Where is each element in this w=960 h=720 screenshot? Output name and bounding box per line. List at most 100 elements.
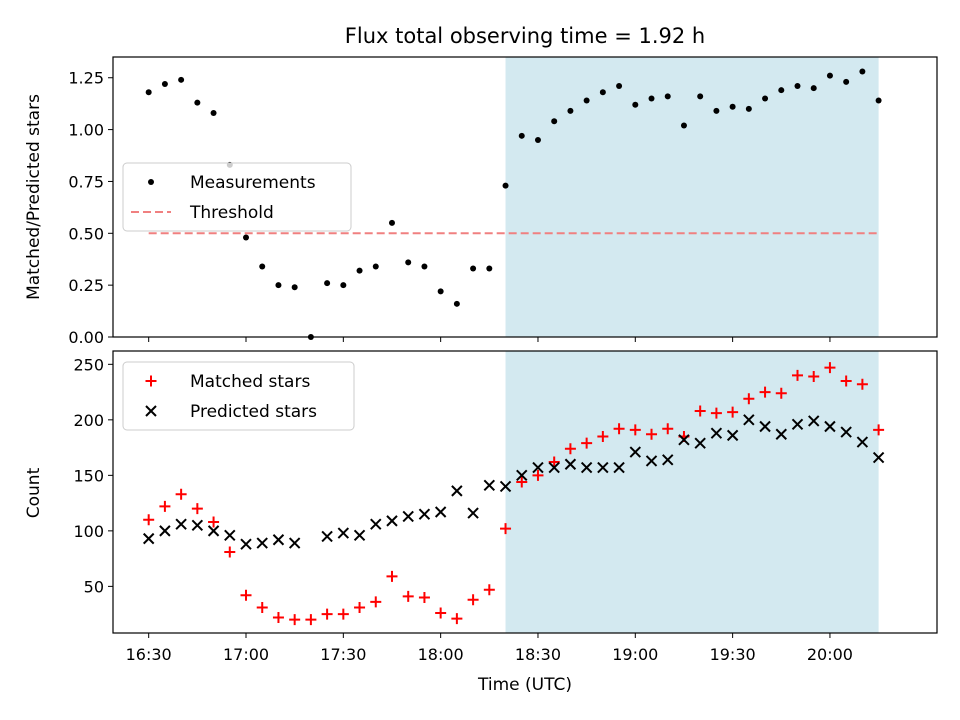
measurement-point: [794, 83, 801, 90]
predicted-star-marker: [808, 415, 820, 427]
matched-star-marker: [435, 607, 447, 619]
measurement-point: [405, 259, 412, 266]
measurement-point: [697, 93, 704, 100]
predicted-star-marker: [434, 506, 447, 518]
predicted-star-marker: [386, 515, 398, 527]
top-y-tick-label: 1.25: [68, 69, 104, 88]
measurement-point: [664, 93, 671, 100]
measurement-point: [178, 76, 185, 83]
measurement-point: [567, 107, 574, 114]
predicted-star-marker: [824, 420, 836, 433]
top-y-tick-label: 1.00: [68, 121, 104, 140]
legend-label: Matched stars: [190, 372, 310, 392]
predicted-star-marker: [288, 537, 301, 549]
top-panel: 0.00 0.25 0.50 0.75 1.00 1.25 Measurements Thre…: [68, 56, 938, 347]
x-tick-label: 18:00: [418, 645, 464, 664]
matched-star-marker: [856, 378, 868, 390]
legend-label: Measurements: [190, 173, 316, 193]
legend-label: Predicted stars: [190, 402, 317, 422]
predicted-star-marker: [207, 525, 220, 537]
matched-star-marker: [483, 584, 495, 596]
matched-star-marker: [710, 407, 722, 419]
predicted-star-marker: [775, 428, 787, 440]
x-tick-label: 16:30: [126, 645, 172, 664]
matched-star-marker: [548, 456, 560, 468]
predicted-star-marker: [272, 534, 285, 546]
measurement-point: [259, 263, 266, 270]
measurement-point: [194, 99, 201, 106]
measurement-point: [275, 282, 282, 289]
measurement-point: [762, 95, 769, 102]
matched-star-marker: [305, 614, 317, 626]
measurement-point: [453, 300, 460, 307]
matched-star-marker: [321, 608, 333, 620]
predicted-star-marker: [321, 530, 333, 543]
matched-star-marker: [386, 570, 398, 582]
predicted-star-marker: [142, 532, 155, 545]
top-chart-title: Flux total observing time = 1.92 h: [345, 24, 705, 48]
matched-star-marker: [532, 469, 544, 481]
bottom-legend: Matched stars Predicted stars: [122, 361, 355, 431]
matched-star-marker: [467, 594, 479, 606]
predicted-star-marker: [467, 507, 479, 519]
predicted-star-marker: [370, 518, 382, 530]
predicted-star-marker: [629, 446, 642, 458]
predicted-star-marker: [256, 537, 268, 549]
predicted-star-marker: [240, 538, 252, 550]
measurement-point: [826, 72, 833, 79]
matched-star-marker: [662, 423, 674, 435]
predicted-star-marker: [483, 479, 496, 492]
matched-star-marker: [191, 503, 203, 515]
measurement-point: [145, 89, 152, 96]
measurement-point: [534, 136, 541, 143]
measurement-point: [680, 122, 687, 129]
predicted-star-marker: [191, 519, 204, 532]
x-tick-label: 20:00: [807, 645, 853, 664]
predicted-star-marker: [743, 414, 755, 426]
predicted-star-marker: [532, 461, 544, 474]
matched-star-marker: [240, 589, 252, 601]
bottom-y-tick-label: 100: [73, 522, 104, 541]
measurement-point: [551, 118, 558, 125]
top-y-axis-label: Matched/Predicted stars: [24, 94, 44, 300]
predicted-star-marker: [516, 469, 528, 482]
predicted-star-marker: [710, 427, 723, 439]
measurement-point: [729, 103, 736, 110]
predicted-star-marker: [224, 529, 236, 542]
predicted-star-marker: [645, 455, 658, 467]
matched-star-marker: [629, 424, 641, 436]
bottom-y-axis-label: Count: [24, 467, 44, 518]
top-legend: Measurements Threshold: [122, 162, 352, 232]
measurement-point: [388, 219, 395, 226]
predicted-star-marker: [613, 461, 625, 474]
measurement-point: [340, 282, 347, 289]
top-y-tick-label: 0.50: [68, 224, 104, 243]
predicted-star-marker: [337, 527, 350, 539]
bottom-axes-frame: [112, 350, 938, 634]
predicted-star-marker: [499, 480, 512, 493]
matched-star-marker: [792, 369, 804, 381]
legend-marker: [145, 375, 157, 387]
bottom-shaded-interval: [505, 351, 879, 633]
x-tick-label: 17:30: [320, 645, 366, 664]
matched-star-marker: [418, 591, 430, 603]
measurement-point: [583, 97, 590, 104]
measurement-point: [324, 280, 331, 287]
predicted-star-marker: [175, 518, 187, 530]
matched-star-marker: [824, 362, 836, 374]
measurement-point: [486, 265, 493, 272]
matched-star-marker: [597, 430, 609, 442]
predicted-star-marker: [856, 436, 869, 448]
top-shaded-interval: [505, 57, 879, 337]
measurement-point: [502, 182, 509, 189]
measurement-point: [810, 85, 817, 92]
x-tick-label: 19:00: [612, 645, 658, 664]
measurement-point: [210, 110, 217, 116]
predicted-star-marker: [353, 529, 366, 542]
matched-star-marker: [143, 514, 155, 526]
predicted-star-marker: [548, 461, 560, 474]
bottom-y-tick-label: 200: [73, 411, 104, 430]
matched-star-marker: [289, 614, 301, 626]
measurement-point: [372, 263, 379, 270]
